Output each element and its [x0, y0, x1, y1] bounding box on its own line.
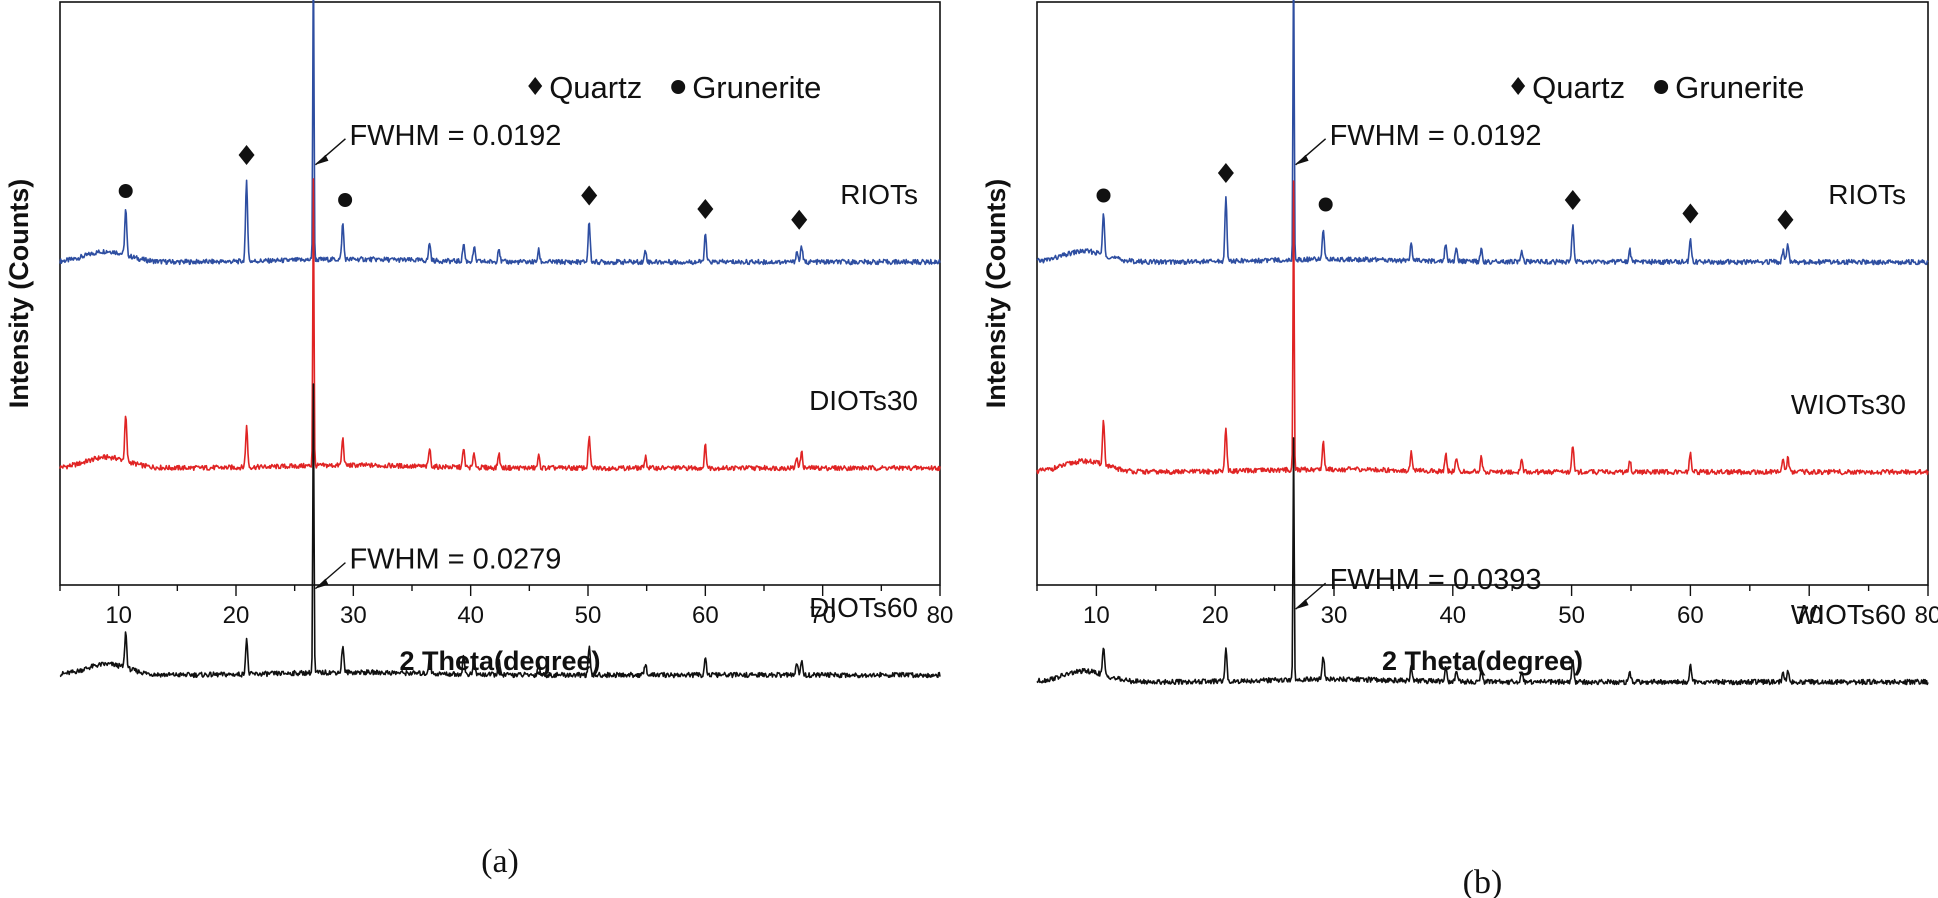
- fwhm-annotation: FWHM = 0.0192: [1330, 120, 1542, 152]
- quartz-diamond-marker: [238, 145, 255, 165]
- legend-entry: Grunerite: [692, 70, 821, 105]
- arrow-head-icon: [315, 154, 329, 165]
- x-tick-label: 40: [1439, 602, 1466, 629]
- series-line-diots30: [59, 178, 941, 472]
- grunerite-circle-marker: [1318, 197, 1333, 212]
- x-tick-label: 50: [575, 602, 602, 629]
- series-line-wiots60: [1036, 437, 1929, 686]
- arrow-head-icon: [315, 578, 329, 589]
- chart-panel-a: 10 20 30 40 50 60 70 802 Theta(degree)Intensity…: [4, 0, 953, 880]
- series-line-wiots30: [1036, 180, 1929, 476]
- x-tick-label: 80: [927, 602, 954, 629]
- x-tick-label: 10: [1083, 602, 1110, 629]
- series-label: RIOTs: [1828, 179, 1906, 210]
- x-tick-label: 20: [1202, 602, 1229, 629]
- quartz-diamond-marker: [1564, 190, 1581, 210]
- x-tick-label: 40: [457, 602, 484, 629]
- grunerite-circle-marker: [118, 184, 133, 198]
- plot-frame: [59, 1, 941, 586]
- x-tick-label: 50: [1558, 602, 1585, 629]
- series-label: RIOTs: [840, 179, 918, 210]
- x-tick-label: 60: [692, 602, 719, 629]
- legend-entry: Grunerite: [1675, 70, 1804, 105]
- series-line-riots: [1036, 0, 1929, 266]
- series-label: DIOTs30: [809, 385, 918, 416]
- fwhm-annotation: FWHM = 0.0279: [349, 544, 561, 576]
- x-tick-label: 10: [105, 602, 132, 629]
- x-tick-label: 70: [809, 602, 836, 629]
- arrow-head-icon: [1295, 599, 1309, 610]
- x-tick-label: 30: [1321, 602, 1348, 629]
- y-axis-title: Intensity (Counts): [981, 179, 1011, 409]
- series-line-riots: [59, 0, 941, 266]
- legend-entry: Quartz: [549, 70, 642, 105]
- x-axis-title: 2 Theta(degree): [1382, 646, 1583, 676]
- y-axis-title: Intensity (Counts): [4, 179, 34, 409]
- legend-circle-icon: [671, 80, 686, 94]
- fwhm-annotation: FWHM = 0.0393: [1330, 564, 1542, 596]
- quartz-diamond-marker: [1682, 203, 1699, 224]
- series-label: WIOTs60: [1791, 599, 1906, 630]
- series-label: WIOTs30: [1791, 389, 1906, 420]
- panel-caption: (a): [481, 843, 519, 880]
- quartz-diamond-marker: [697, 199, 714, 219]
- quartz-diamond-marker: [581, 185, 598, 206]
- x-tick-label: 30: [340, 602, 367, 629]
- x-tick-label: 80: [1915, 602, 1938, 629]
- x-tick-label: 60: [1677, 602, 1704, 629]
- grunerite-circle-marker: [1096, 188, 1111, 203]
- fwhm-annotation: FWHM = 0.0192: [349, 120, 561, 152]
- panel-caption: (b): [1463, 864, 1503, 898]
- chart-panel-b: 10 20 30 40 50 60 70 80 2 Theta(degree) Intensity…: [981, 0, 1938, 898]
- legend-diamond-icon: [528, 77, 543, 95]
- legend-diamond-icon: [1511, 77, 1526, 95]
- quartz-diamond-marker: [791, 209, 808, 230]
- quartz-diamond-marker: [1217, 163, 1234, 183]
- plot-frame: [1036, 1, 1929, 586]
- legend-circle-icon: [1654, 80, 1669, 94]
- quartz-diamond-marker: [1777, 209, 1794, 230]
- arrow-head-icon: [1295, 154, 1309, 165]
- legend-entry: Quartz: [1532, 70, 1625, 105]
- grunerite-circle-marker: [338, 193, 353, 207]
- series-line-diots60: [59, 383, 941, 679]
- x-tick-label: 20: [223, 602, 250, 629]
- x-tick-label: 70: [1796, 602, 1823, 629]
- series-label: DIOTs60: [809, 592, 918, 623]
